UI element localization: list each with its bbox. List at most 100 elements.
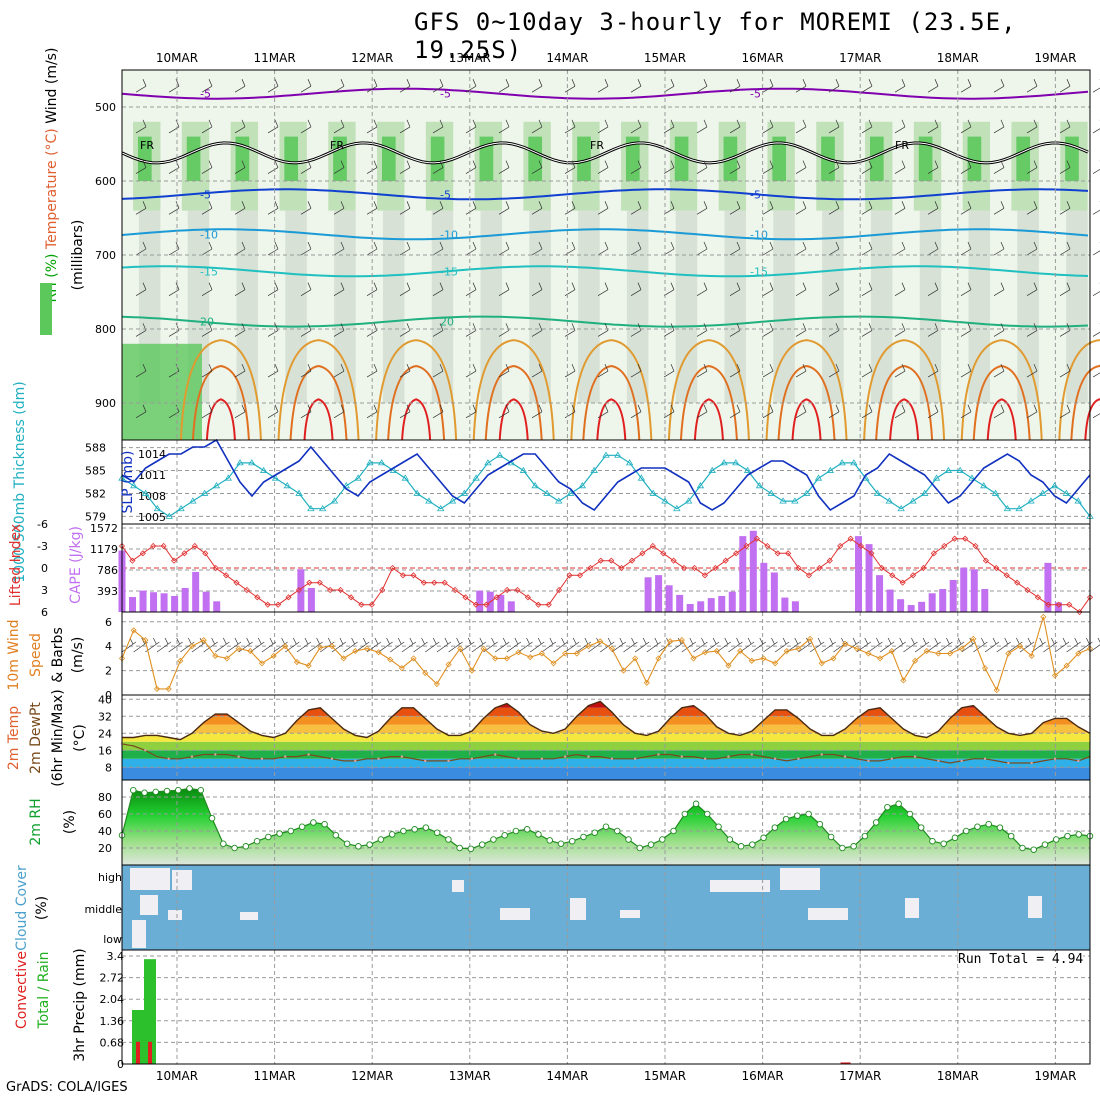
rh-column <box>919 210 942 403</box>
panel-title-part: 2m Temp <box>6 706 22 770</box>
surface-wind-barb <box>331 637 347 653</box>
thickness-point <box>437 504 445 512</box>
cape-bar <box>644 577 652 612</box>
surface-wind-barb <box>378 637 393 653</box>
thickness-point <box>909 497 917 504</box>
wind-barb <box>564 201 576 215</box>
wind-barb <box>828 79 840 93</box>
rh-column <box>1066 210 1088 403</box>
precip-panel: 0 0.68 1.36 2.04 2.72 3.4 Total / Rain Convecti… <box>14 948 1091 1071</box>
thickness-point <box>720 459 728 466</box>
wind-barb <box>828 363 840 378</box>
wind-barb <box>465 404 477 419</box>
wind-barb <box>135 363 147 378</box>
rh-point <box>512 827 520 835</box>
wind-speed-point <box>445 661 452 668</box>
wind-barb <box>234 79 246 93</box>
surface-wind-barb <box>938 637 953 653</box>
lifted-index-point <box>1034 594 1042 601</box>
day-label-top: 15MAR <box>644 51 686 65</box>
thickness-point <box>1074 497 1082 504</box>
wind-barb <box>696 79 708 93</box>
rh-point <box>276 830 283 837</box>
wind-barb <box>762 79 774 93</box>
temp-contour-25 <box>179 339 262 441</box>
temp-band <box>122 758 1090 768</box>
wind-barb <box>993 282 1005 297</box>
cape-bar <box>707 598 715 612</box>
lifted-index-point <box>722 557 729 564</box>
wind-barb <box>696 282 708 297</box>
wind-barb <box>894 404 906 419</box>
panel-title-part: 10m Wind <box>6 619 22 690</box>
thickness-point <box>637 474 646 481</box>
wind-speed-point <box>363 645 370 652</box>
rh-point <box>152 788 160 796</box>
slp-tick: 1005 <box>138 511 166 524</box>
thickness-point <box>248 459 256 466</box>
panel-title-part: Lifted Index <box>8 524 24 606</box>
thickness-point <box>555 497 563 504</box>
wind-barb <box>729 119 741 134</box>
lifted-index-point <box>712 564 719 572</box>
lifted-index-point <box>847 535 854 542</box>
run-total: Run Total = 4.94 <box>958 952 1084 967</box>
day-label-bottom: 14MAR <box>546 1069 588 1083</box>
wind-barb <box>795 79 807 93</box>
thickness-point <box>980 482 988 489</box>
wind-speed-point <box>130 627 137 634</box>
temp-band <box>122 707 1090 717</box>
dewpoint-dot <box>750 753 753 756</box>
wind-speed-point <box>340 655 347 662</box>
lifted-index-point <box>566 572 573 579</box>
surface-wind-barb <box>914 637 930 653</box>
dewpoint-dot <box>890 757 893 760</box>
wind-barb <box>564 282 576 297</box>
temp-contour-30 <box>191 364 250 441</box>
rh-point <box>692 800 700 808</box>
lifted-index-point <box>223 572 230 579</box>
rh-core <box>674 136 689 181</box>
wind-barb <box>1092 282 1100 297</box>
surface-wind-barb <box>448 637 463 653</box>
wind-barb <box>234 241 246 256</box>
temp-contour-30 <box>679 364 738 441</box>
surface-wind-barb <box>390 637 405 653</box>
wind-speed-point <box>981 665 989 672</box>
rh-core <box>577 136 591 181</box>
cape-bar <box>686 603 694 612</box>
dewpoint-dot <box>494 753 497 756</box>
wind-barb <box>135 404 147 419</box>
lifted-tick: 0 <box>41 562 48 575</box>
cloud-level-label: high <box>98 871 122 884</box>
wind-barb <box>696 201 708 215</box>
cape-bar <box>760 562 768 612</box>
cape-tick: 1572 <box>90 522 118 535</box>
thickness-point <box>743 466 752 473</box>
dewpoint-dot <box>587 755 590 758</box>
lifted-index-point <box>785 550 792 557</box>
pressure-tick: 700 <box>95 249 116 262</box>
dewpoint-dot <box>1077 759 1080 763</box>
wind-barb <box>1059 241 1071 256</box>
wind-barb <box>300 404 312 419</box>
wind-speed-point <box>410 655 417 662</box>
lifted-index-point <box>243 586 250 594</box>
surface-wind-barb <box>669 637 685 653</box>
surface-wind-barb <box>1008 637 1023 653</box>
day-label-bottom: 10MAR <box>156 1069 198 1083</box>
wind-barb <box>201 79 213 93</box>
rh-point <box>422 824 430 831</box>
wind-speed-point <box>270 652 277 660</box>
surface-wind-barb <box>296 637 312 653</box>
cloud-patch <box>140 895 158 915</box>
thickness-point <box>921 489 929 496</box>
cloud-level-label: low <box>103 933 122 946</box>
rh-point <box>130 786 137 794</box>
wind-barb <box>630 160 642 174</box>
thickness-point <box>684 497 693 504</box>
temp-contour-25 <box>863 339 946 441</box>
temp-contour-35 <box>889 398 920 441</box>
rh-point <box>681 810 689 818</box>
thickness-point <box>897 504 905 512</box>
